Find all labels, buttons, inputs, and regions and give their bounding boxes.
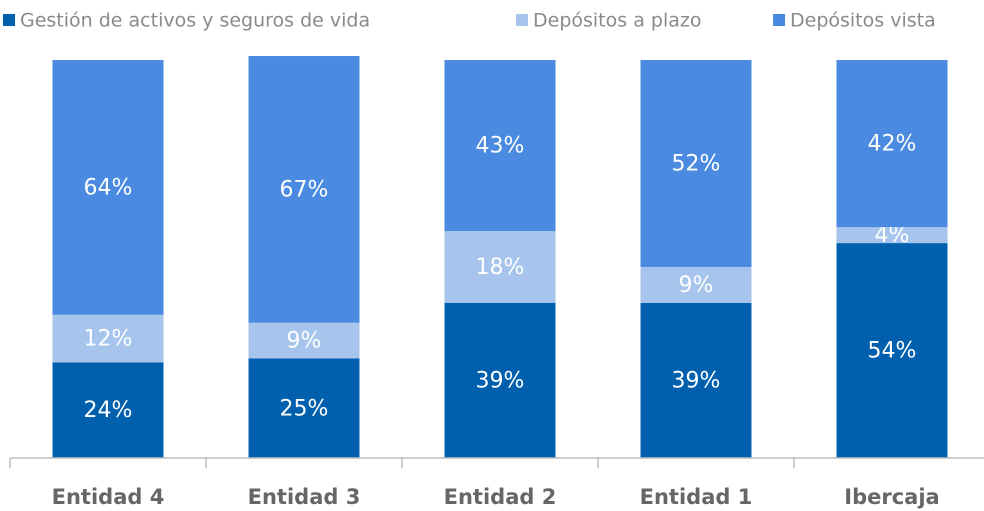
x-tick-label: Entidad 2 — [444, 485, 557, 509]
bar-segment — [248, 358, 360, 458]
value-label: 4% — [875, 223, 910, 248]
bar-segment — [640, 302, 752, 458]
value-label: 25% — [280, 396, 329, 421]
x-tick-label: Entidad 4 — [52, 485, 165, 509]
bar-segment — [52, 362, 164, 458]
bar-segment — [248, 56, 360, 323]
x-tick-label: Ibercaja — [844, 485, 939, 509]
x-tick-label: Entidad 1 — [640, 485, 753, 509]
bar-segment — [836, 227, 948, 244]
legend-swatch — [3, 14, 15, 26]
legend-label: Depósitos vista — [790, 10, 936, 32]
bar-segment — [444, 302, 556, 458]
bar-segment — [52, 314, 164, 363]
legend-swatch — [516, 14, 528, 26]
x-tick-label: Entidad 3 — [248, 485, 361, 509]
value-label: 18% — [476, 255, 525, 280]
value-label: 9% — [679, 273, 714, 298]
legend-swatch — [773, 14, 785, 26]
value-label: 52% — [672, 151, 721, 176]
value-label: 43% — [476, 134, 525, 159]
bar-segment — [640, 60, 752, 267]
value-label: 39% — [672, 368, 721, 393]
bar-segment — [444, 60, 556, 232]
value-label: 67% — [280, 177, 329, 202]
value-label: 54% — [868, 339, 917, 364]
value-label: 24% — [84, 398, 133, 423]
bar-segment — [248, 322, 360, 359]
legend-label: Gestión de activos y seguros de vida — [20, 10, 370, 32]
value-label: 64% — [84, 175, 133, 200]
value-label: 42% — [868, 132, 917, 157]
value-label: 9% — [287, 329, 322, 354]
value-label: 12% — [84, 327, 133, 352]
bar-segment — [640, 266, 752, 303]
bar-segment — [836, 243, 948, 458]
legend-label: Depósitos a plazo — [533, 10, 701, 32]
value-label: 39% — [476, 368, 525, 393]
bar-segment — [444, 231, 556, 303]
bar-segment — [836, 60, 948, 228]
bar-segment — [52, 60, 164, 315]
